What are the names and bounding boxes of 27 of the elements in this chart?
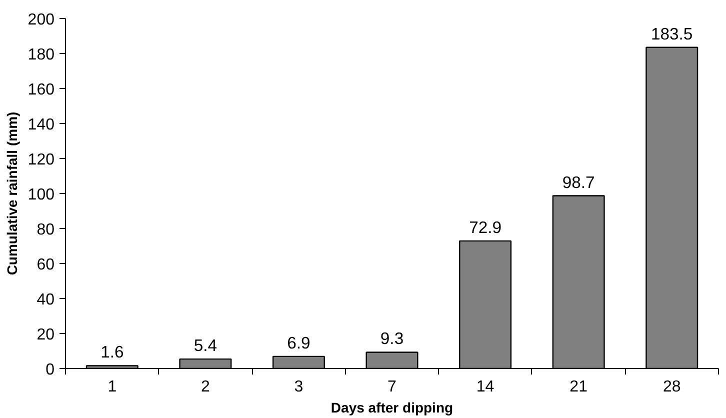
y-tick-label: 160: [28, 82, 55, 98]
y-tick-label: 140: [28, 116, 55, 134]
data-label: 5.4: [194, 336, 218, 356]
data-label: 9.3: [380, 329, 404, 348]
y-tick-label: 100: [28, 186, 55, 204]
y-tick-label: 120: [28, 152, 55, 168]
x-tick-label: 21: [570, 378, 588, 396]
y-tick-label: 40: [36, 292, 55, 308]
data-label: 6.9: [287, 333, 310, 352]
y-tick-label: 80: [36, 222, 55, 238]
x-tick-label: 28: [662, 378, 681, 396]
x-axis-title: Days after dipping: [330, 400, 454, 416]
x-tick-label: 3: [294, 378, 304, 396]
x-tick-label: 7: [388, 378, 397, 396]
y-axis-title: Cumulative rainfall (mm): [4, 112, 20, 276]
y-tick-label: 0: [46, 362, 55, 378]
y-tick-label: 20: [36, 326, 55, 344]
y-tick-label: 200: [28, 12, 55, 28]
data-label: 72.9: [469, 218, 502, 237]
data-label: 98.7: [562, 172, 595, 192]
x-tick-label: 2: [200, 378, 210, 396]
x-tick-label: 1: [108, 378, 117, 396]
y-tick-label: 180: [28, 46, 55, 64]
data-label: 1.6: [100, 342, 124, 362]
y-tick-label: 60: [36, 256, 55, 274]
x-tick-label: 14: [476, 378, 494, 396]
data-label: 183.5: [651, 24, 693, 44]
